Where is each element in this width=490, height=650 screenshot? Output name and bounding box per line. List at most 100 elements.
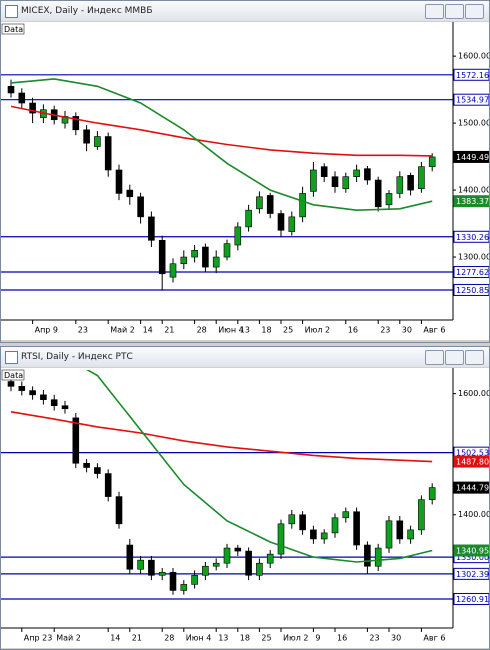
maximize-button[interactable]	[445, 350, 464, 365]
price-label: 1444.79	[456, 484, 489, 493]
plot	[1, 370, 453, 600]
y-tick-label: 1500.00	[458, 119, 489, 128]
x-tick-label: Май 2	[110, 326, 135, 335]
x-tick-label: Июл 2	[305, 326, 330, 335]
candle-body	[104, 136, 112, 171]
level-label-box	[453, 230, 489, 243]
candle-body	[396, 176, 404, 194]
candle-body	[256, 196, 263, 210]
x-tick-label: 23	[380, 326, 390, 335]
x-tick-label: 28	[197, 326, 207, 335]
plot-background	[1, 22, 489, 340]
candle-body	[202, 246, 209, 268]
y-tick-label: 1400.00	[458, 186, 489, 195]
minimize-button[interactable]	[425, 350, 444, 365]
level-label: 1250.85	[456, 286, 489, 295]
maximize-button[interactable]	[445, 4, 464, 19]
x-tick-label: 13	[240, 326, 250, 335]
level-label: 1277.62	[456, 268, 489, 277]
x-tick-label: Июл 2	[283, 634, 308, 643]
x-tick-label: 30	[402, 326, 412, 335]
x-tick-label: 14	[110, 634, 120, 643]
candle-body	[83, 462, 90, 468]
candle-body	[234, 547, 242, 552]
candle-body	[137, 559, 144, 570]
chart-window: RTSI, Daily - Индекс РТС 1400.00 1600.00 1…	[0, 346, 490, 650]
level-label: 1572.16	[456, 71, 489, 80]
candle-body	[364, 544, 371, 567]
price-axis	[453, 368, 489, 648]
candle-body	[266, 553, 274, 564]
level-label: 1330.26	[456, 233, 489, 242]
candle-body	[115, 496, 123, 525]
candle-body	[83, 129, 90, 144]
window-title: RTSI, Daily - Индекс РТС	[21, 352, 133, 362]
x-tick-label: Июн 4	[218, 326, 244, 335]
candle-body	[212, 256, 220, 268]
data-label-box	[1, 23, 25, 35]
level-label-box	[453, 592, 489, 605]
candle-body	[245, 209, 252, 228]
close-button[interactable]	[465, 350, 484, 365]
candle-body	[223, 243, 231, 258]
moving-average-line	[10, 411, 433, 463]
close-button[interactable]	[465, 4, 484, 19]
level-label-box	[453, 567, 489, 580]
candle-body	[277, 213, 285, 231]
plot	[1, 74, 453, 291]
candle-body	[169, 571, 177, 591]
candle-body	[115, 169, 123, 194]
window-title: MICEX, Daily - Индекс ММВБ	[21, 6, 153, 16]
candle-body	[158, 571, 166, 576]
candle-body	[169, 263, 177, 278]
window-icon	[5, 351, 18, 364]
x-tick-label: Авг 6	[423, 634, 445, 643]
x-tick-label: Авг 6	[423, 326, 445, 335]
candle-body	[331, 517, 339, 534]
minimize-button[interactable]	[425, 4, 444, 19]
level-label: 1502.53	[456, 449, 489, 458]
candle-body	[418, 166, 425, 190]
title-bar: RTSI, Daily - Индекс РТС	[1, 347, 489, 367]
candle-body	[18, 386, 26, 391]
x-tick-label: Июн 4	[186, 634, 212, 643]
candle-body	[245, 550, 252, 576]
candle-body	[385, 193, 393, 206]
level-label-box	[453, 283, 489, 296]
data-label: Data	[4, 371, 23, 380]
x-tick-label: 30	[391, 634, 401, 643]
candle-body	[7, 381, 15, 387]
candle-body	[364, 168, 371, 181]
x-tick-label: 9	[315, 634, 320, 643]
ma-label: 1383.37	[456, 197, 489, 206]
chart-window: MICEX, Daily - Индекс ММВБ 1300.00 1400.0…	[0, 0, 490, 343]
candle-body	[299, 193, 306, 218]
x-tick-label: 16	[348, 326, 358, 335]
title-bar: MICEX, Daily - Индекс ММВБ	[1, 1, 489, 21]
level-label: 1330.00	[456, 553, 489, 562]
x-tick-label: 23	[78, 326, 88, 335]
x-tick-label: Апр 9	[35, 326, 58, 335]
x-tick-label: 25	[261, 634, 271, 643]
plot-background	[1, 368, 489, 648]
ma-label: 1340.95	[456, 547, 489, 556]
candle-body	[331, 176, 339, 188]
x-tick-label: 16	[337, 634, 347, 643]
candle-body	[266, 195, 274, 214]
candle-body	[180, 256, 188, 265]
candle-body	[29, 102, 36, 114]
candle-body	[374, 179, 382, 208]
candle-body	[148, 559, 155, 576]
window-icon	[5, 5, 18, 18]
candle-body	[148, 216, 155, 241]
data-label-box	[1, 369, 25, 381]
candle-body	[428, 487, 436, 500]
candle-body	[191, 575, 198, 585]
y-tick-label: 1600.00	[458, 52, 489, 61]
x-tick-label: 13	[218, 634, 228, 643]
level-label: 1260.91	[456, 595, 489, 604]
candle-body	[212, 562, 220, 567]
candle-body	[94, 467, 101, 474]
candle-body	[288, 514, 296, 525]
